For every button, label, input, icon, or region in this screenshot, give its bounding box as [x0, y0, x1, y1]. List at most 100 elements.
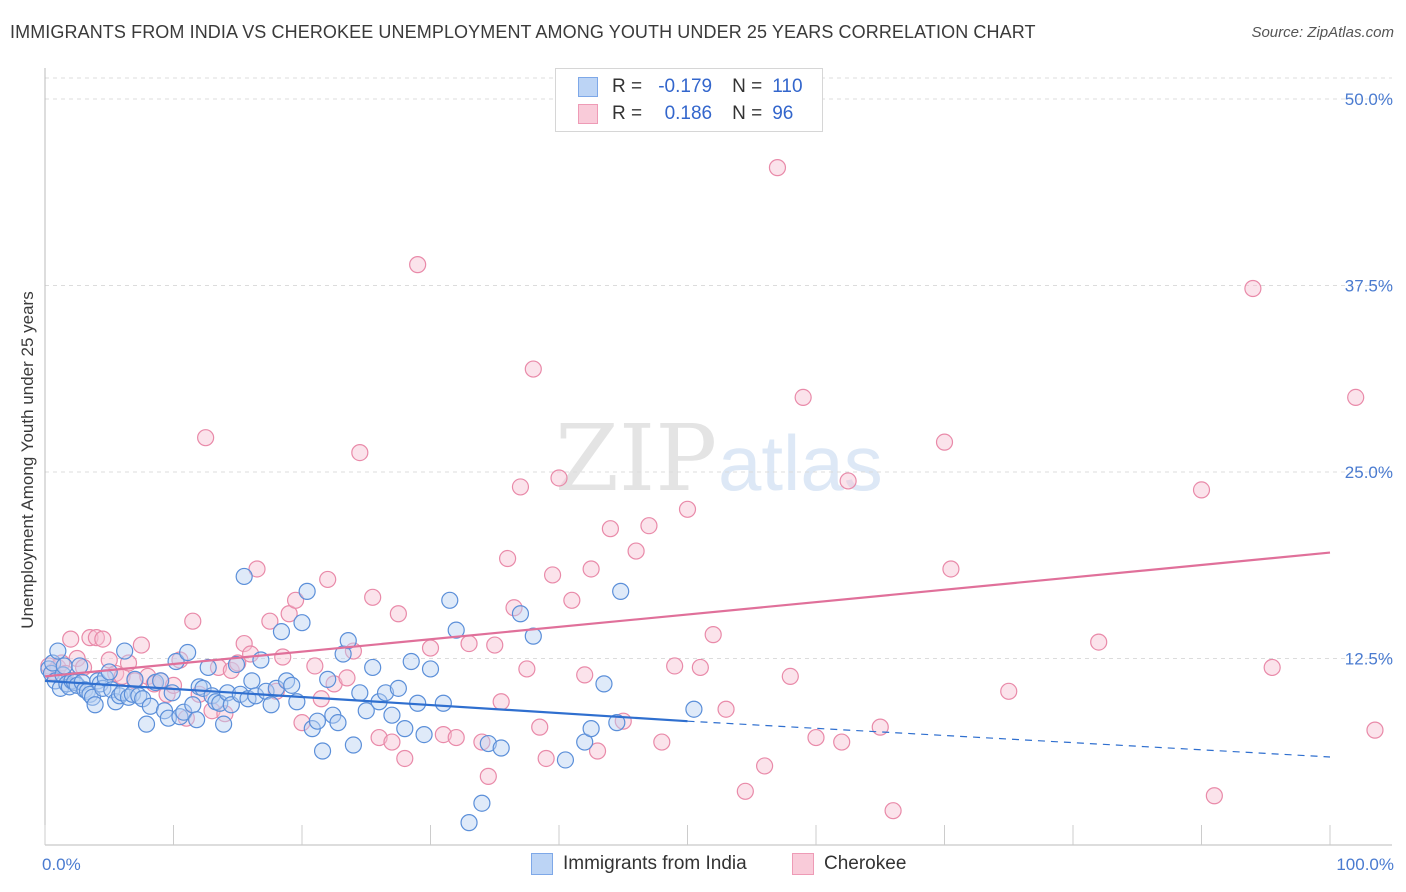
- india-point: [86, 696, 104, 714]
- cherokee-point: [794, 388, 812, 406]
- india-point: [441, 591, 459, 609]
- cherokee-point: [235, 634, 253, 653]
- cherokee-point: [261, 612, 279, 630]
- india-point: [473, 794, 491, 812]
- india-trend-line: [44, 679, 688, 723]
- cherokee-point: [421, 639, 440, 657]
- stats-legend: R = -0.179 N = 110 R = 0.186 N = 96: [555, 68, 823, 132]
- india-point: [376, 684, 395, 702]
- india-point: [319, 670, 337, 688]
- india-point: [339, 631, 357, 650]
- india-point: [141, 697, 159, 715]
- india-point: [383, 706, 401, 724]
- cherokee-point: [839, 472, 857, 490]
- cherokee-point: [248, 560, 266, 578]
- india-point: [272, 623, 291, 641]
- cherokee-point: [351, 444, 369, 462]
- watermark: ZIP atlas: [555, 405, 883, 512]
- india-point: [308, 712, 327, 730]
- india-point: [100, 663, 118, 681]
- india-point: [612, 582, 630, 600]
- india-point: [447, 621, 465, 639]
- india-point: [227, 655, 246, 674]
- india-point: [235, 567, 253, 586]
- cherokee-point: [537, 749, 555, 768]
- cherokee-point: [627, 542, 645, 560]
- india-point: [524, 627, 542, 645]
- cherokee-point: [479, 767, 497, 785]
- cherokee-point: [871, 718, 889, 736]
- legend-item-cherokee[interactable]: Cherokee: [792, 852, 906, 876]
- cherokee-point: [833, 733, 851, 751]
- india-point: [163, 684, 181, 702]
- legend-item-india[interactable]: Immigrants from India: [531, 852, 747, 876]
- cherokee-point: [582, 560, 600, 578]
- cherokee-point: [505, 599, 523, 617]
- cherokee-points: [40, 159, 1384, 820]
- tick-labels: 12.5% 25.0% 37.5% 50.0% 0.0% 100.0%: [42, 90, 1394, 874]
- cherokee-point: [132, 636, 150, 654]
- x-tick-label-min: 0.0%: [42, 855, 81, 874]
- n-label: N =: [732, 76, 763, 97]
- cherokee-point: [511, 478, 530, 496]
- cherokee-point: [492, 693, 510, 711]
- y-tick-label: 50.0%: [1345, 90, 1393, 109]
- cherokee-point: [736, 782, 754, 800]
- cherokee-point: [691, 658, 709, 677]
- cherokee-point: [563, 591, 581, 609]
- cherokee-point: [1192, 481, 1211, 499]
- cherokee-point: [653, 733, 671, 751]
- india-point: [402, 652, 420, 671]
- cherokee-trend-line: [44, 551, 1331, 678]
- india-point: [421, 660, 440, 678]
- india-point: [126, 670, 144, 688]
- india-points: [40, 567, 703, 832]
- cherokee-point: [807, 728, 825, 747]
- cherokee-point: [588, 742, 607, 760]
- cherokee-point: [473, 733, 491, 751]
- india-point: [137, 715, 156, 733]
- cherokee-point: [62, 630, 80, 648]
- chart-title: IMMIGRANTS FROM INDIA VS CHEROKEE UNEMPL…: [10, 22, 1036, 42]
- cherokee-point: [306, 657, 324, 675]
- india-point: [582, 720, 600, 738]
- cherokee-point: [531, 718, 549, 736]
- india-point: [511, 605, 530, 623]
- r-label: R =: [612, 76, 643, 97]
- cherokee-point: [447, 728, 465, 747]
- cherokee-point: [434, 725, 452, 744]
- cherokee-point: [1263, 658, 1281, 677]
- cherokee-point: [1244, 279, 1262, 298]
- india-point: [49, 642, 67, 660]
- india-point: [243, 672, 261, 690]
- cherokee-point: [81, 629, 99, 647]
- india-point: [434, 694, 452, 712]
- cherokee-point: [1205, 787, 1223, 805]
- cherokee-point: [389, 605, 407, 623]
- axes: [44, 68, 1392, 846]
- cherokee-point: [1366, 721, 1384, 739]
- india-point: [247, 687, 265, 705]
- y-tick-label: 12.5%: [1345, 650, 1393, 669]
- cherokee-point: [601, 520, 620, 538]
- cherokee-point: [942, 560, 960, 578]
- india-n-value: 110: [772, 76, 803, 97]
- india-point: [313, 742, 332, 760]
- cherokee-point: [184, 612, 202, 630]
- india-point: [298, 582, 316, 600]
- cherokee-point: [550, 469, 568, 487]
- india-point: [351, 684, 369, 702]
- cherokee-point: [460, 634, 478, 653]
- india-point: [283, 676, 301, 694]
- cherokee-point: [640, 517, 658, 535]
- cherokee-point: [370, 728, 388, 747]
- cherokee-point: [576, 666, 594, 684]
- cherokee-point: [1090, 633, 1108, 651]
- india-point: [179, 643, 197, 662]
- cherokee-point: [383, 733, 401, 751]
- cherokee-n-value: 96: [772, 103, 794, 124]
- india-point: [293, 614, 311, 632]
- cherokee-point: [768, 159, 787, 177]
- india-point: [184, 696, 202, 714]
